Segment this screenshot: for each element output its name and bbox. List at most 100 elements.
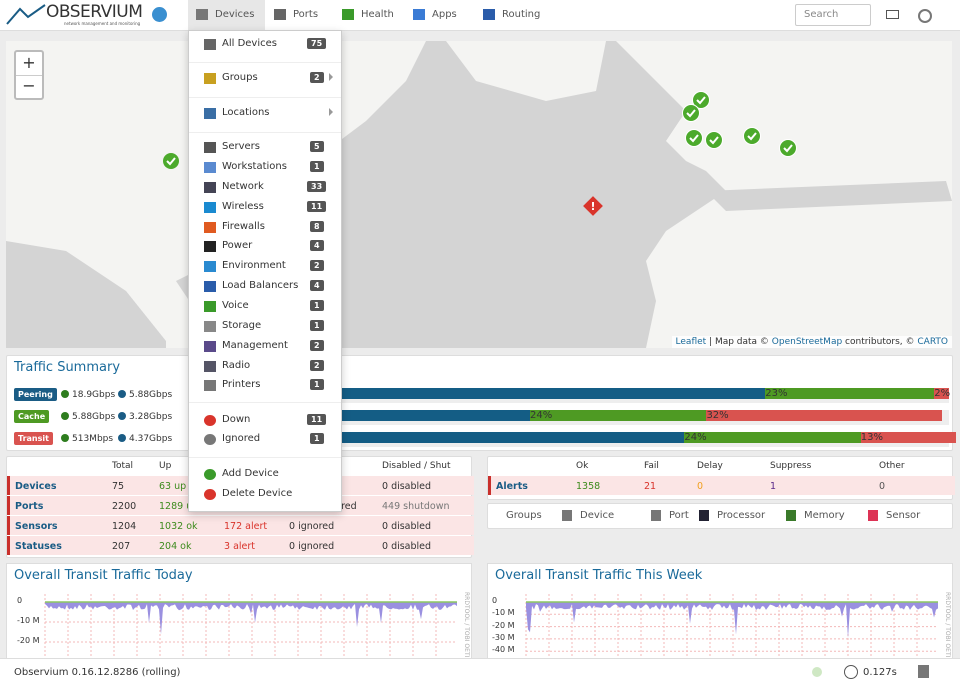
group-icon[interactable] [868, 510, 878, 521]
menu-icon[interactable] [204, 281, 216, 292]
nav-menu[interactable]: Apps [432, 9, 457, 20]
group-icon[interactable] [786, 510, 796, 521]
attribution-part[interactable]: OpenStreetMap [771, 337, 843, 347]
menu-item[interactable]: Firewalls [222, 221, 265, 232]
nav-menu[interactable]: Routing [502, 9, 541, 20]
search-box[interactable]: Search [795, 4, 871, 26]
menu-icon[interactable] [204, 361, 216, 372]
zoom-in[interactable]: + [16, 52, 42, 76]
menu-count: 2 [310, 360, 324, 371]
marker-ok[interactable] [682, 104, 700, 122]
menu-item[interactable]: Ignored [222, 433, 261, 444]
group-menu[interactable]: Groups [506, 510, 542, 521]
marker-ok[interactable] [692, 91, 710, 109]
timing[interactable]: 0.127s [863, 667, 897, 678]
marker-alert[interactable]: ! [581, 194, 605, 218]
menu-icon[interactable] [204, 182, 216, 193]
menu-item[interactable]: Environment [222, 260, 286, 271]
traffic-out: 3.28Gbps [129, 412, 173, 422]
menu-item[interactable]: Power [222, 240, 253, 251]
menu-item[interactable]: Printers [222, 379, 261, 390]
globe-icon[interactable] [152, 7, 167, 22]
zoom-out[interactable]: − [22, 76, 36, 95]
menu-icon[interactable] [204, 469, 216, 480]
menu-icon[interactable] [196, 9, 208, 20]
menu-icon[interactable] [204, 489, 216, 500]
group-menu[interactable]: Device [580, 510, 615, 521]
group-menu[interactable]: Sensor [886, 510, 921, 521]
group-menu[interactable]: Processor [717, 510, 766, 521]
attribution-part[interactable]: Leaflet [675, 337, 707, 347]
menu-item[interactable]: Load Balancers [222, 280, 299, 291]
menu-item[interactable]: Management [222, 340, 288, 351]
row-label[interactable]: Devices [15, 481, 57, 492]
menu-item[interactable]: Radio [222, 360, 251, 371]
menu-item[interactable]: Delete Device [222, 488, 293, 499]
menu-item[interactable]: Groups [222, 72, 258, 83]
marker-ok[interactable] [779, 139, 797, 157]
menu-icon[interactable] [204, 434, 216, 445]
group-icon[interactable] [651, 510, 661, 521]
group-menu[interactable]: Port [669, 510, 689, 521]
group-icon[interactable] [699, 510, 709, 521]
menu-item[interactable]: Workstations [222, 161, 287, 172]
nav-menu[interactable]: Health [361, 9, 394, 20]
cell: 63 up [159, 481, 187, 492]
graph-title: Overall Transit Traffic This Week [495, 568, 703, 583]
menu-item[interactable]: Network [222, 181, 264, 192]
devices-dropdown: All Devices 75 Groups 2 Locations Servers 5 Wor… [188, 30, 342, 512]
cell: 75 [112, 481, 125, 492]
settings-icon[interactable] [918, 9, 932, 23]
nav-menu[interactable]: Devices [215, 9, 255, 20]
menu-icon[interactable] [413, 9, 425, 20]
menu-icon[interactable] [483, 9, 495, 20]
menu-icon[interactable] [204, 73, 216, 84]
menu-icon[interactable] [204, 108, 216, 119]
timer-icon[interactable] [844, 665, 858, 679]
menu-icon[interactable] [204, 142, 216, 153]
marker-ok[interactable] [685, 129, 703, 147]
group-menu[interactable]: Memory [804, 510, 845, 521]
row-bg [488, 476, 955, 495]
menu-icon[interactable] [204, 380, 216, 391]
menu-icon[interactable] [204, 301, 216, 312]
attribution-part[interactable]: CARTO [917, 337, 948, 347]
row-label[interactable]: Ports [15, 501, 44, 512]
menu-item[interactable]: Down [222, 414, 251, 425]
column-header: Other [879, 461, 905, 471]
submenu-arrow[interactable] [329, 108, 333, 116]
nav-menu[interactable]: Ports [293, 9, 319, 20]
navbar: OBSERVIUM network management and monitor… [0, 0, 960, 31]
menu-icon[interactable] [204, 415, 216, 426]
marker-ok[interactable] [743, 127, 761, 145]
menu-item[interactable]: Locations [222, 107, 270, 118]
menu-item[interactable]: All Devices [222, 38, 277, 49]
menu-icon[interactable] [204, 321, 216, 332]
menu-icon[interactable] [342, 9, 354, 20]
menu-icon[interactable] [204, 341, 216, 352]
row-label[interactable]: Sensors [15, 521, 58, 532]
db-icon[interactable] [918, 665, 929, 678]
group-icon[interactable] [562, 510, 572, 521]
menu-item[interactable]: Servers [222, 141, 261, 152]
menu-icon[interactable] [204, 261, 216, 272]
menu-item[interactable]: Add Device [222, 468, 279, 479]
menu-icon[interactable] [204, 39, 216, 50]
menu-icon[interactable] [204, 222, 216, 233]
column-header: Total [112, 461, 134, 471]
menu-item[interactable]: Voice [222, 300, 249, 311]
menu-icon[interactable] [204, 202, 216, 213]
menu-item[interactable]: Wireless [222, 201, 264, 212]
map[interactable]: ! + − Leaflet | Map data © OpenStreetMap… [6, 41, 952, 348]
row-label[interactable]: Statuses [15, 541, 62, 552]
menu-icon[interactable] [204, 241, 216, 252]
menu-item[interactable]: Storage [222, 320, 262, 331]
menu-icon[interactable] [204, 162, 216, 173]
screen-icon[interactable] [886, 10, 899, 19]
marker-ok[interactable] [705, 131, 723, 149]
row-label[interactable]: Alerts [496, 481, 528, 492]
menu-icon[interactable] [274, 9, 286, 20]
submenu-arrow[interactable] [329, 73, 333, 81]
marker-ok[interactable] [161, 151, 181, 171]
status-icon[interactable] [812, 667, 822, 677]
